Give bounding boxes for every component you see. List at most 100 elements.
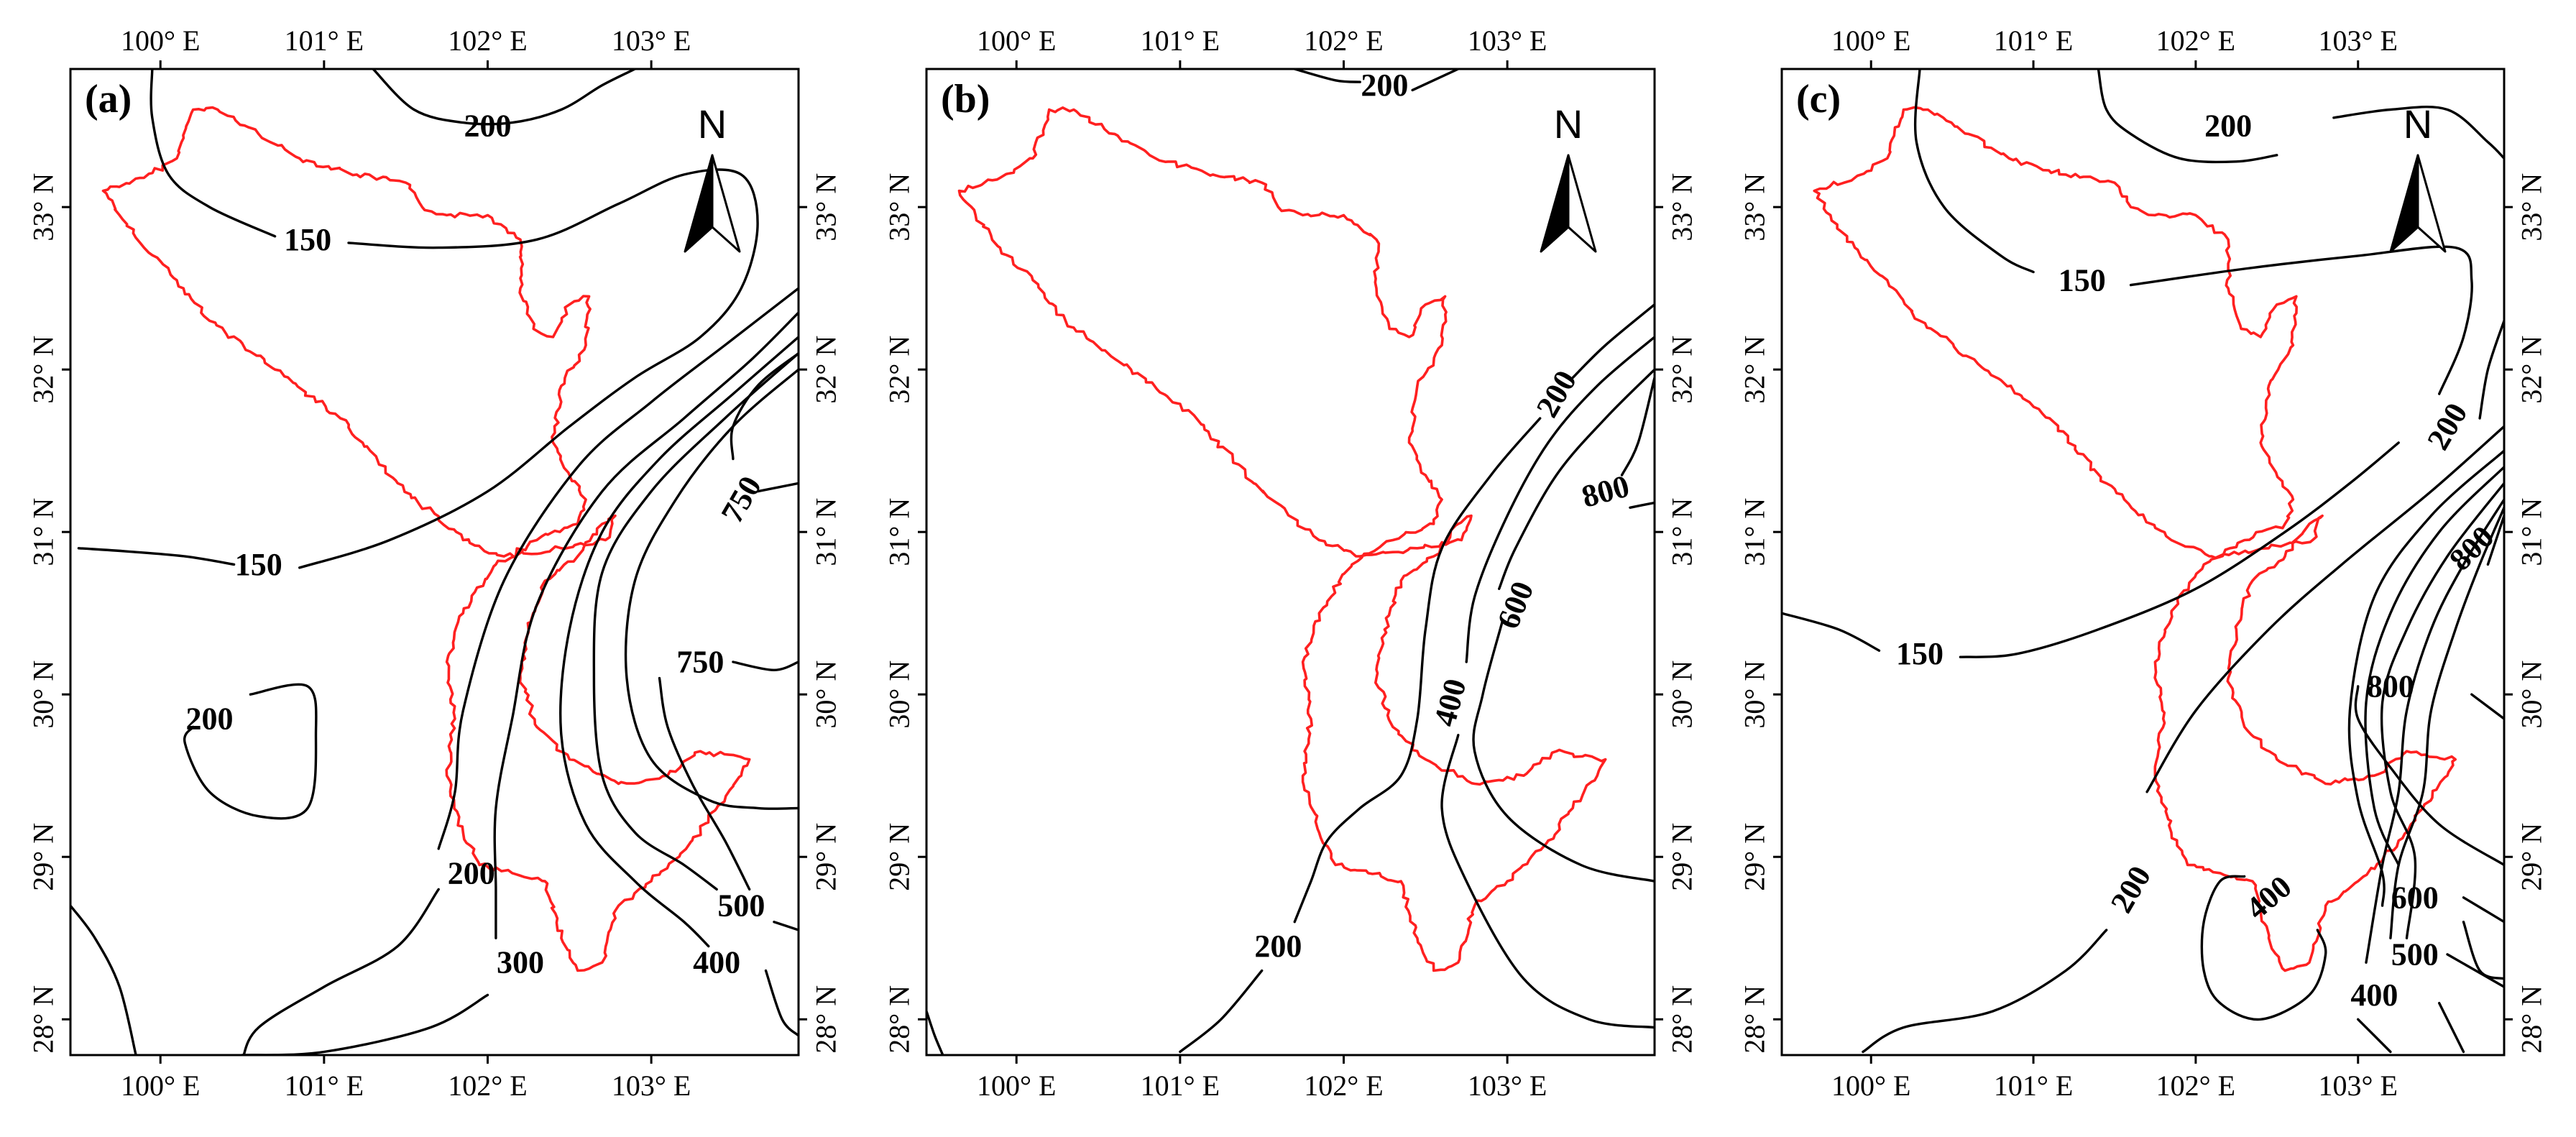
isoline [2200,875,2327,1021]
isoline [592,351,799,891]
isoline [2446,953,2504,988]
isoline [77,547,236,566]
latitude-label-right: 32° N [1666,336,1698,404]
latitude-label-left: 31° N [1739,498,1771,566]
longitude-label-top: 100° E [121,24,200,57]
latitude-label-right: 28° N [2516,985,2548,1054]
isoline [241,993,489,1055]
isoline [658,676,751,891]
latitude-label-right: 32° N [2516,336,2548,404]
isoline [1620,376,1655,477]
latitude-label-right: 30° N [810,660,842,729]
isoline [1472,620,1655,883]
latitude-label-right: 32° N [810,336,842,404]
isoline [70,904,137,1055]
longitude-label-top: 101° E [285,24,364,57]
latitude-label-left: 29° N [27,823,60,891]
latitude-label-right: 29° N [1666,823,1698,891]
catchment-boundary [1813,106,2457,972]
isoline-label: 800 [1578,468,1632,514]
longitude-label-bottom: 100° E [977,1069,1056,1102]
isoline-label: 400 [2350,977,2398,1013]
isoline-label: 500 [717,888,765,924]
latitude-label-left: 33° N [27,173,60,241]
isoline [2365,498,2504,964]
longitude-label-bottom: 102° E [2156,1069,2235,1102]
north-arrow-icon: N [684,101,741,253]
isoline-label: 400 [693,945,740,980]
longitude-label-top: 103° E [612,24,691,57]
isoline [1440,734,1655,1029]
isoline [2129,245,2473,395]
panel-label: (c) [1796,77,1841,121]
isoline [2357,1018,2392,1054]
north-label: N [1554,101,1583,147]
isoline [1913,69,2035,274]
isoline-label: 400 [1427,675,1473,729]
longitude-label-top: 101° E [1141,24,1220,57]
map-frame [1780,68,2506,1057]
isoline [2097,69,2278,164]
isoline-label: 150 [284,222,331,257]
isoline-label: 750 [714,470,768,529]
catchment-boundary [101,106,751,972]
north-label: N [2404,101,2432,147]
latitude-label-left: 30° N [883,660,916,729]
map-frame [69,68,800,1057]
north-label: N [698,101,727,147]
isoline [1782,612,1881,652]
isoline [2389,506,2504,939]
isoline-label: 800 [2367,668,2414,704]
latitude-label-left: 29° N [883,823,916,891]
latitude-label-right: 31° N [2516,498,2548,566]
longitude-label-top: 103° E [2319,24,2398,57]
longitude-label-bottom: 102° E [448,1069,527,1102]
longitude-label-top: 100° E [977,24,1056,57]
isoline [493,311,799,939]
map-frame [925,68,1656,1057]
isoline-label: 600 [1490,576,1540,634]
longitude-label-top: 100° E [1831,24,1910,57]
longitude-label-bottom: 103° E [1468,1069,1547,1102]
panel-label: (b) [941,77,990,121]
isoline-label: 200 [1361,68,1408,103]
isoline [1465,336,1655,663]
longitude-label-bottom: 103° E [2319,1069,2398,1102]
latitude-label-right: 29° N [2516,823,2548,891]
isoline-label: 400 [2240,869,2299,926]
isoline [2470,693,2504,720]
isoline [1498,368,1655,590]
isoline [1959,441,2400,658]
longitude-label-bottom: 100° E [1831,1069,1910,1102]
isoline-label: 150 [235,547,282,582]
longitude-label-bottom: 103° E [612,1069,691,1102]
isoline [1293,417,1542,924]
latitude-label-left: 32° N [27,336,60,404]
longitude-label-bottom: 101° E [285,1069,364,1102]
longitude-label-top: 101° E [1994,24,2073,57]
latitude-label-left: 28° N [27,985,60,1054]
north-arrow-icon: N [1540,101,1597,253]
isoline [2145,425,2504,793]
isoline [1571,303,1655,379]
isoline-label: 150 [2058,262,2106,298]
isoline [2364,466,2504,867]
latitude-label-right: 28° N [1666,985,1698,1054]
isoline [773,921,799,931]
longitude-label-top: 103° E [1468,24,1547,57]
latitude-label-left: 31° N [883,498,916,566]
isoline-label: 600 [2391,880,2439,915]
latitude-label-right: 30° N [1666,660,1698,729]
isoline [298,168,759,569]
panel-label: (a) [85,77,132,121]
latitude-label-right: 31° N [810,498,842,566]
latitude-label-right: 33° N [810,173,842,241]
isoline [764,969,799,1037]
latitude-label-left: 30° N [1739,660,1771,729]
map-panel-a: 200 150 150 200 200 300 750 750 500 400 100° E 100°… [27,24,842,1102]
isoline-label: 800 [2442,519,2501,577]
latitude-label-left: 28° N [1739,985,1771,1054]
isoline [2332,106,2504,160]
isoline-label: 200 [448,855,495,890]
longitude-label-top: 102° E [448,24,527,57]
